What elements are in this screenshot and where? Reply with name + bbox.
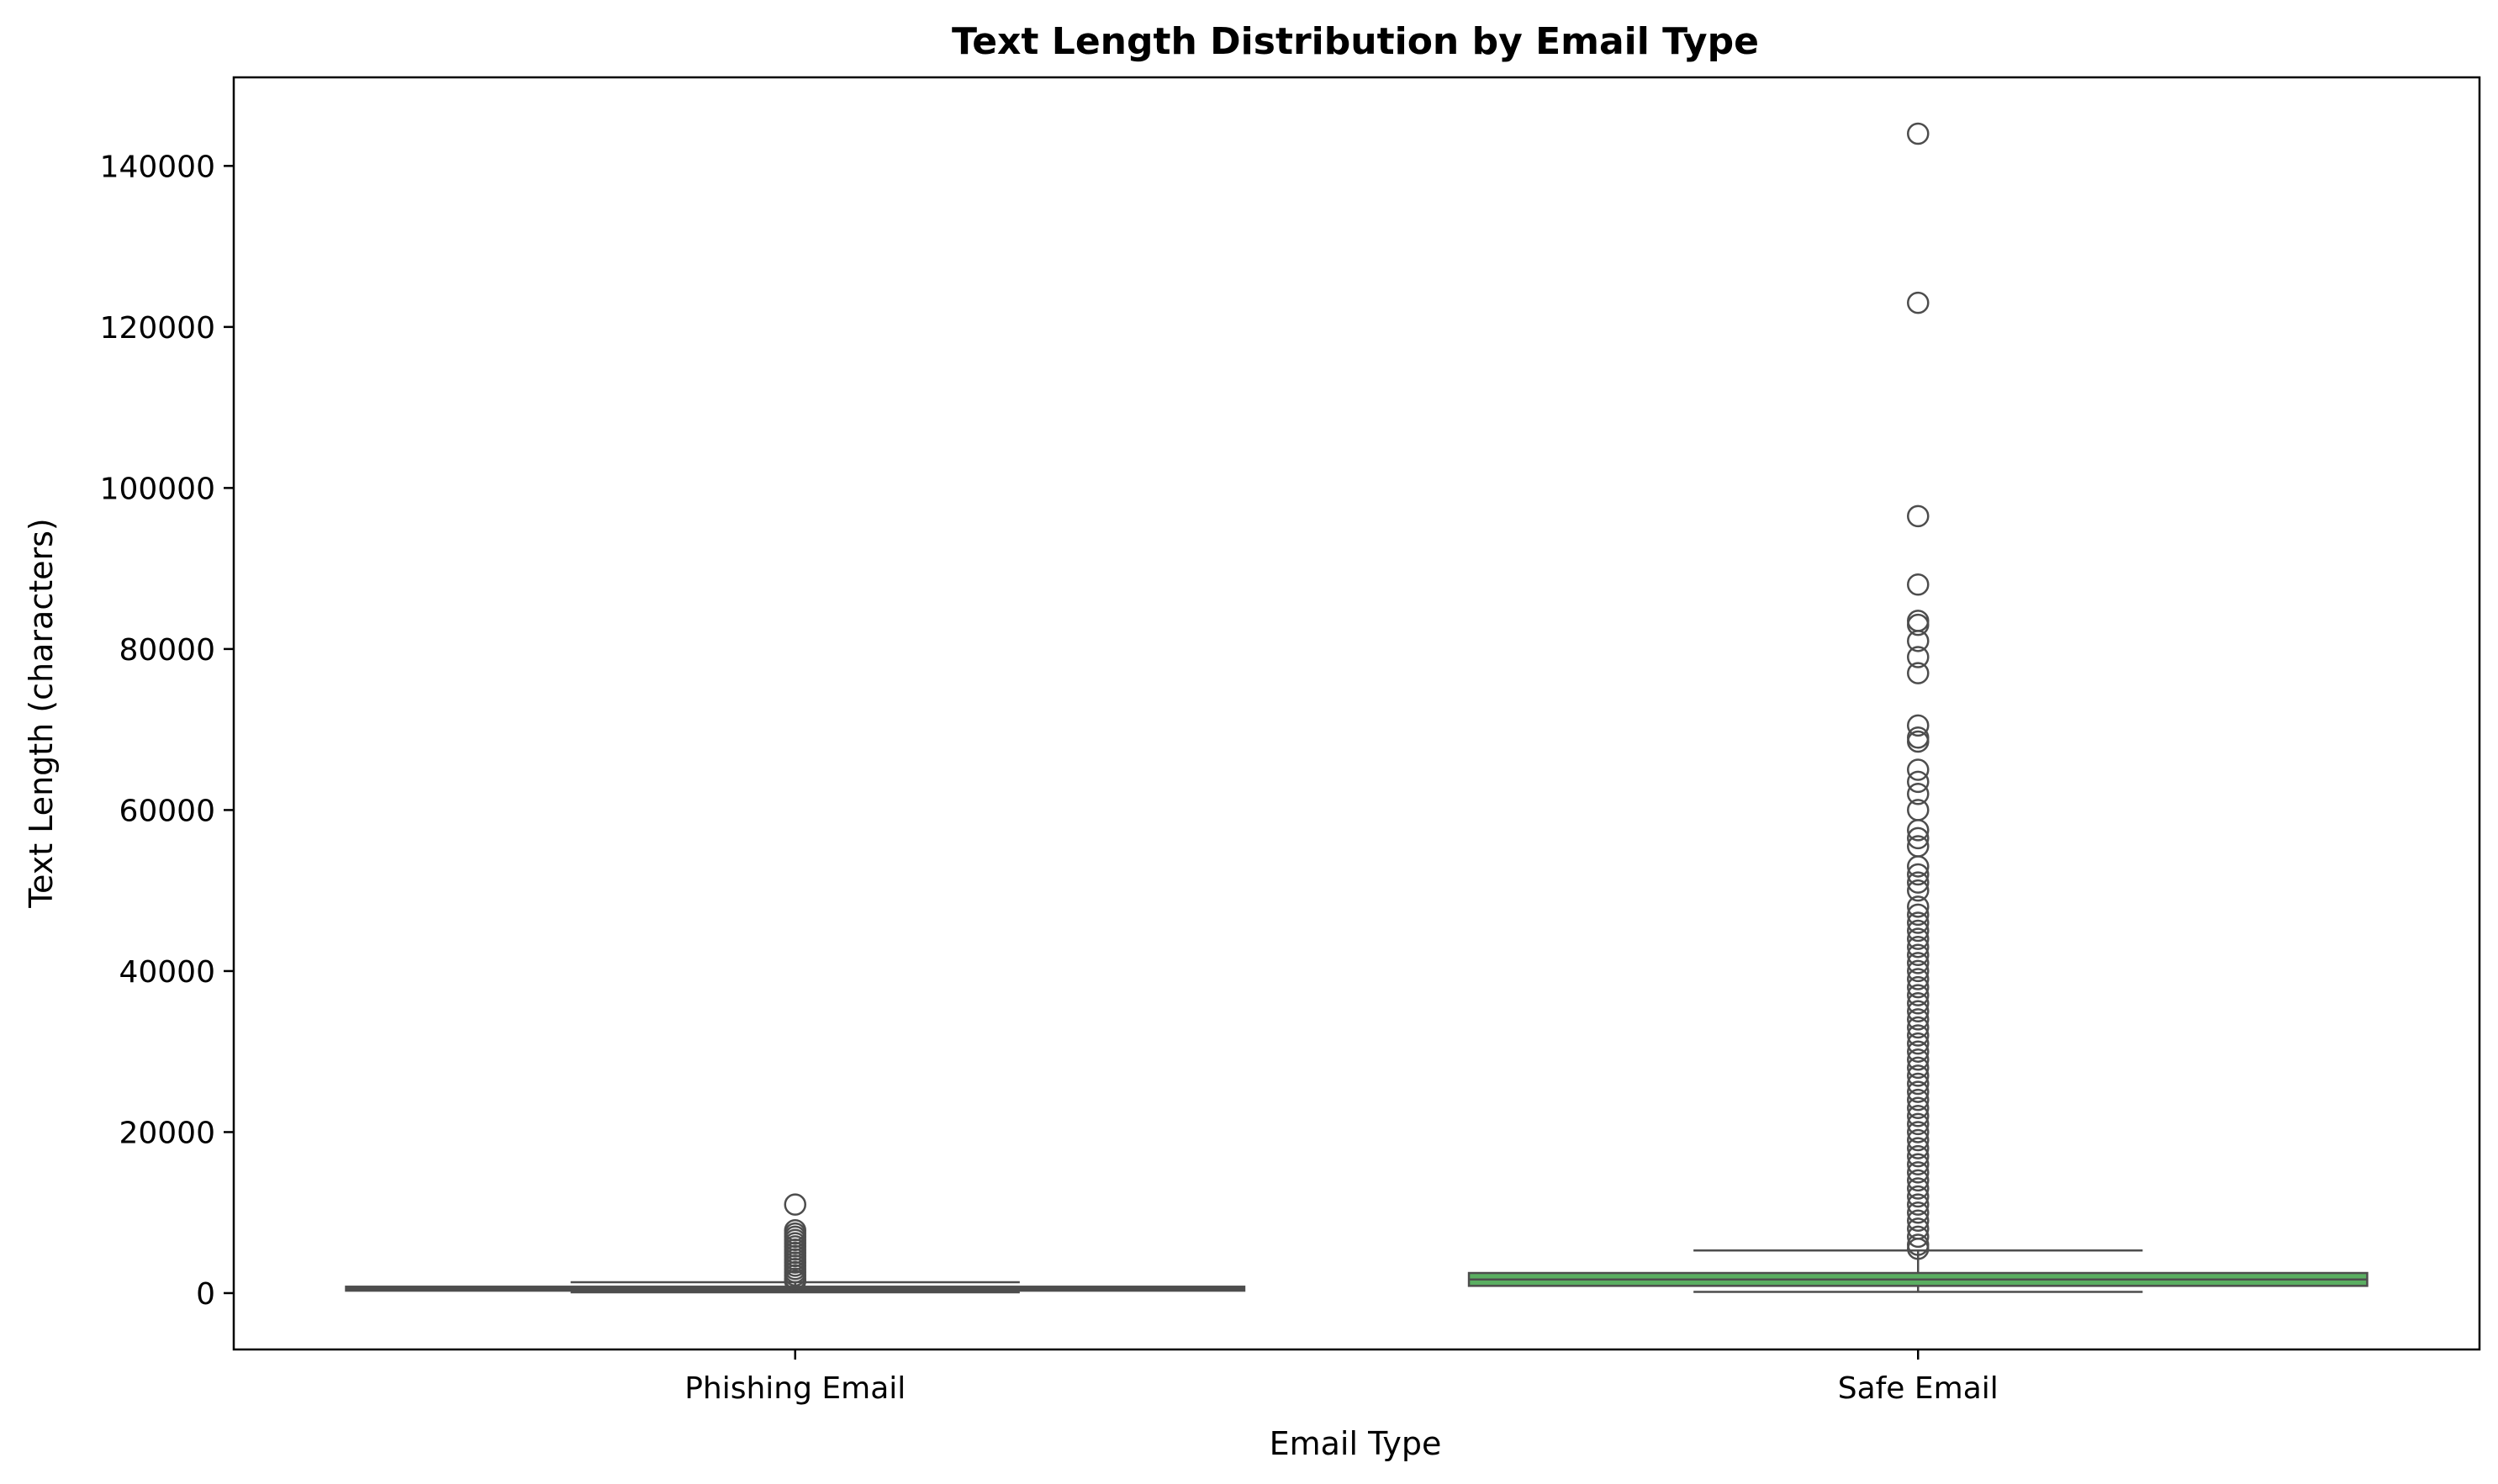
y-tick-label: 80000 [119,633,215,668]
outlier-point [1907,968,1930,990]
outlier-point [1907,1238,1930,1260]
box-group [1467,122,2369,1293]
outlier-point [1907,879,1930,902]
outlier-point [1907,613,1930,636]
outlier-point [1907,783,1930,805]
outlier-point [1907,943,1930,967]
x-tick-label: Phishing Email [684,1371,906,1406]
y-tick-label: 40000 [119,955,215,990]
x-axis: Phishing Email Safe Email [684,1349,1999,1406]
y-tick-label: 60000 [119,794,215,828]
outlier-point [1907,1128,1930,1152]
outlier-point [1907,826,1930,850]
outlier-point [784,1193,806,1216]
outlier-point [1907,1088,1930,1112]
outlier-point [1907,975,1930,999]
outlier-point [1907,714,1930,737]
outlier-point [1907,122,1930,145]
x-axis-label: Email Type [1270,1425,1442,1462]
outlier-point [1907,291,1930,314]
outlier-point [1907,662,1930,684]
x-tick-label: Safe Email [1838,1371,1999,1406]
y-tick-label: 20000 [119,1116,215,1150]
outlier-point [1907,1121,1930,1143]
y-tick-label: 100000 [100,472,215,506]
chart-title: Text Length Distribution by Email Type [952,20,1759,63]
outlier-point [1907,991,1930,1015]
outlier-point [1907,1072,1930,1096]
outlier-point [1907,1112,1930,1136]
outlier-point [1907,903,1930,927]
outlier-point [1907,1137,1930,1159]
outlier-point [1907,927,1930,950]
plot-frame [232,76,2481,1351]
outlier-point [1907,1144,1930,1168]
outlier-point [1907,1056,1930,1080]
outlier-point [1907,984,1930,1006]
outlier-point [1907,1225,1930,1249]
outlier-point [1907,630,1930,652]
outlier-point [1907,935,1930,959]
outlier-point [1907,504,1930,528]
outlier-point [1907,1040,1930,1063]
outlier-point [1907,1064,1930,1087]
outlier-point [1907,863,1930,886]
outlier-point [1907,855,1930,878]
outlier-point [1907,1008,1930,1031]
outlier-point [1907,1177,1930,1200]
outlier-point [784,1270,806,1292]
outlier-point [1907,1016,1930,1039]
box-group [345,1193,1246,1294]
outlier-point [1907,1000,1930,1023]
y-axis-label: Text Length (characters) [23,518,60,909]
outlier-point [1907,1153,1930,1176]
outlier-point [1907,646,1930,668]
outlier-point [1907,1185,1930,1208]
outlier-point [1907,1024,1930,1047]
outlier-point [1907,1048,1930,1071]
outlier-point [1907,871,1930,894]
outlier-point [1907,819,1930,842]
outlier-point [1907,1209,1930,1233]
outlier-point [1907,1096,1930,1119]
outlier-point [1907,1105,1930,1128]
outlier-point [1907,1032,1930,1055]
outlier-point [1907,770,1930,794]
y-tick-label: 120000 [100,311,215,346]
plot-area [345,122,2369,1294]
outlier-point [1907,1193,1930,1216]
y-tick-label: 0 [196,1277,215,1312]
outlier-point [1907,1080,1930,1103]
y-axis: 0 20000 40000 60000 80000 100000 120000 140000 [100,150,234,1312]
outlier-point [1907,1201,1930,1224]
outlier-point [1907,1169,1930,1192]
y-tick-label: 140000 [100,150,215,184]
outlier-point [1907,730,1930,753]
outlier-point [1907,1161,1930,1184]
outlier-point [1907,959,1930,983]
outlier-point [1907,919,1930,943]
outlier-point [1907,911,1930,934]
outlier-point [1907,895,1930,918]
outlier-point [1907,573,1930,596]
outlier-point [1907,758,1930,781]
outlier-point [1907,952,1930,974]
